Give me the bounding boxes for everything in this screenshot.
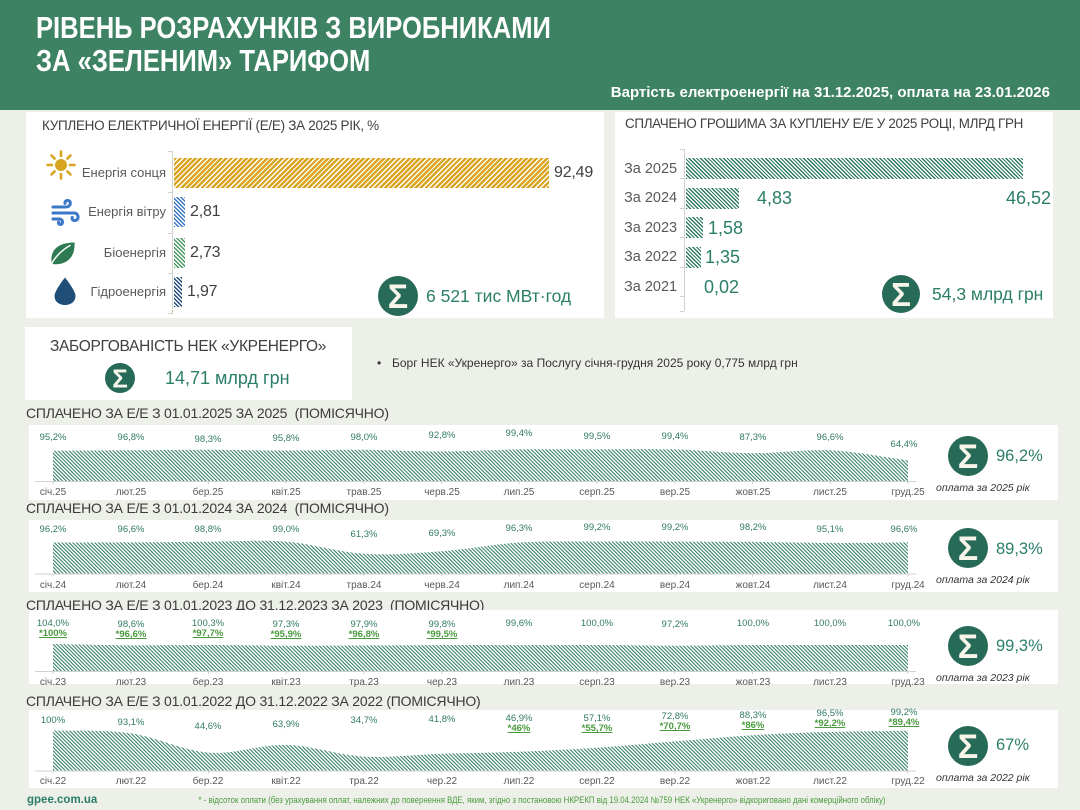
svg-text:Σ: Σ — [958, 728, 978, 766]
svg-text:Σ: Σ — [388, 278, 408, 316]
svg-text:Σ: Σ — [958, 628, 978, 666]
svg-text:Σ: Σ — [891, 276, 911, 313]
svg-text:Σ: Σ — [958, 438, 978, 476]
svg-text:Σ: Σ — [112, 363, 128, 393]
svg-text:Σ: Σ — [958, 530, 978, 568]
